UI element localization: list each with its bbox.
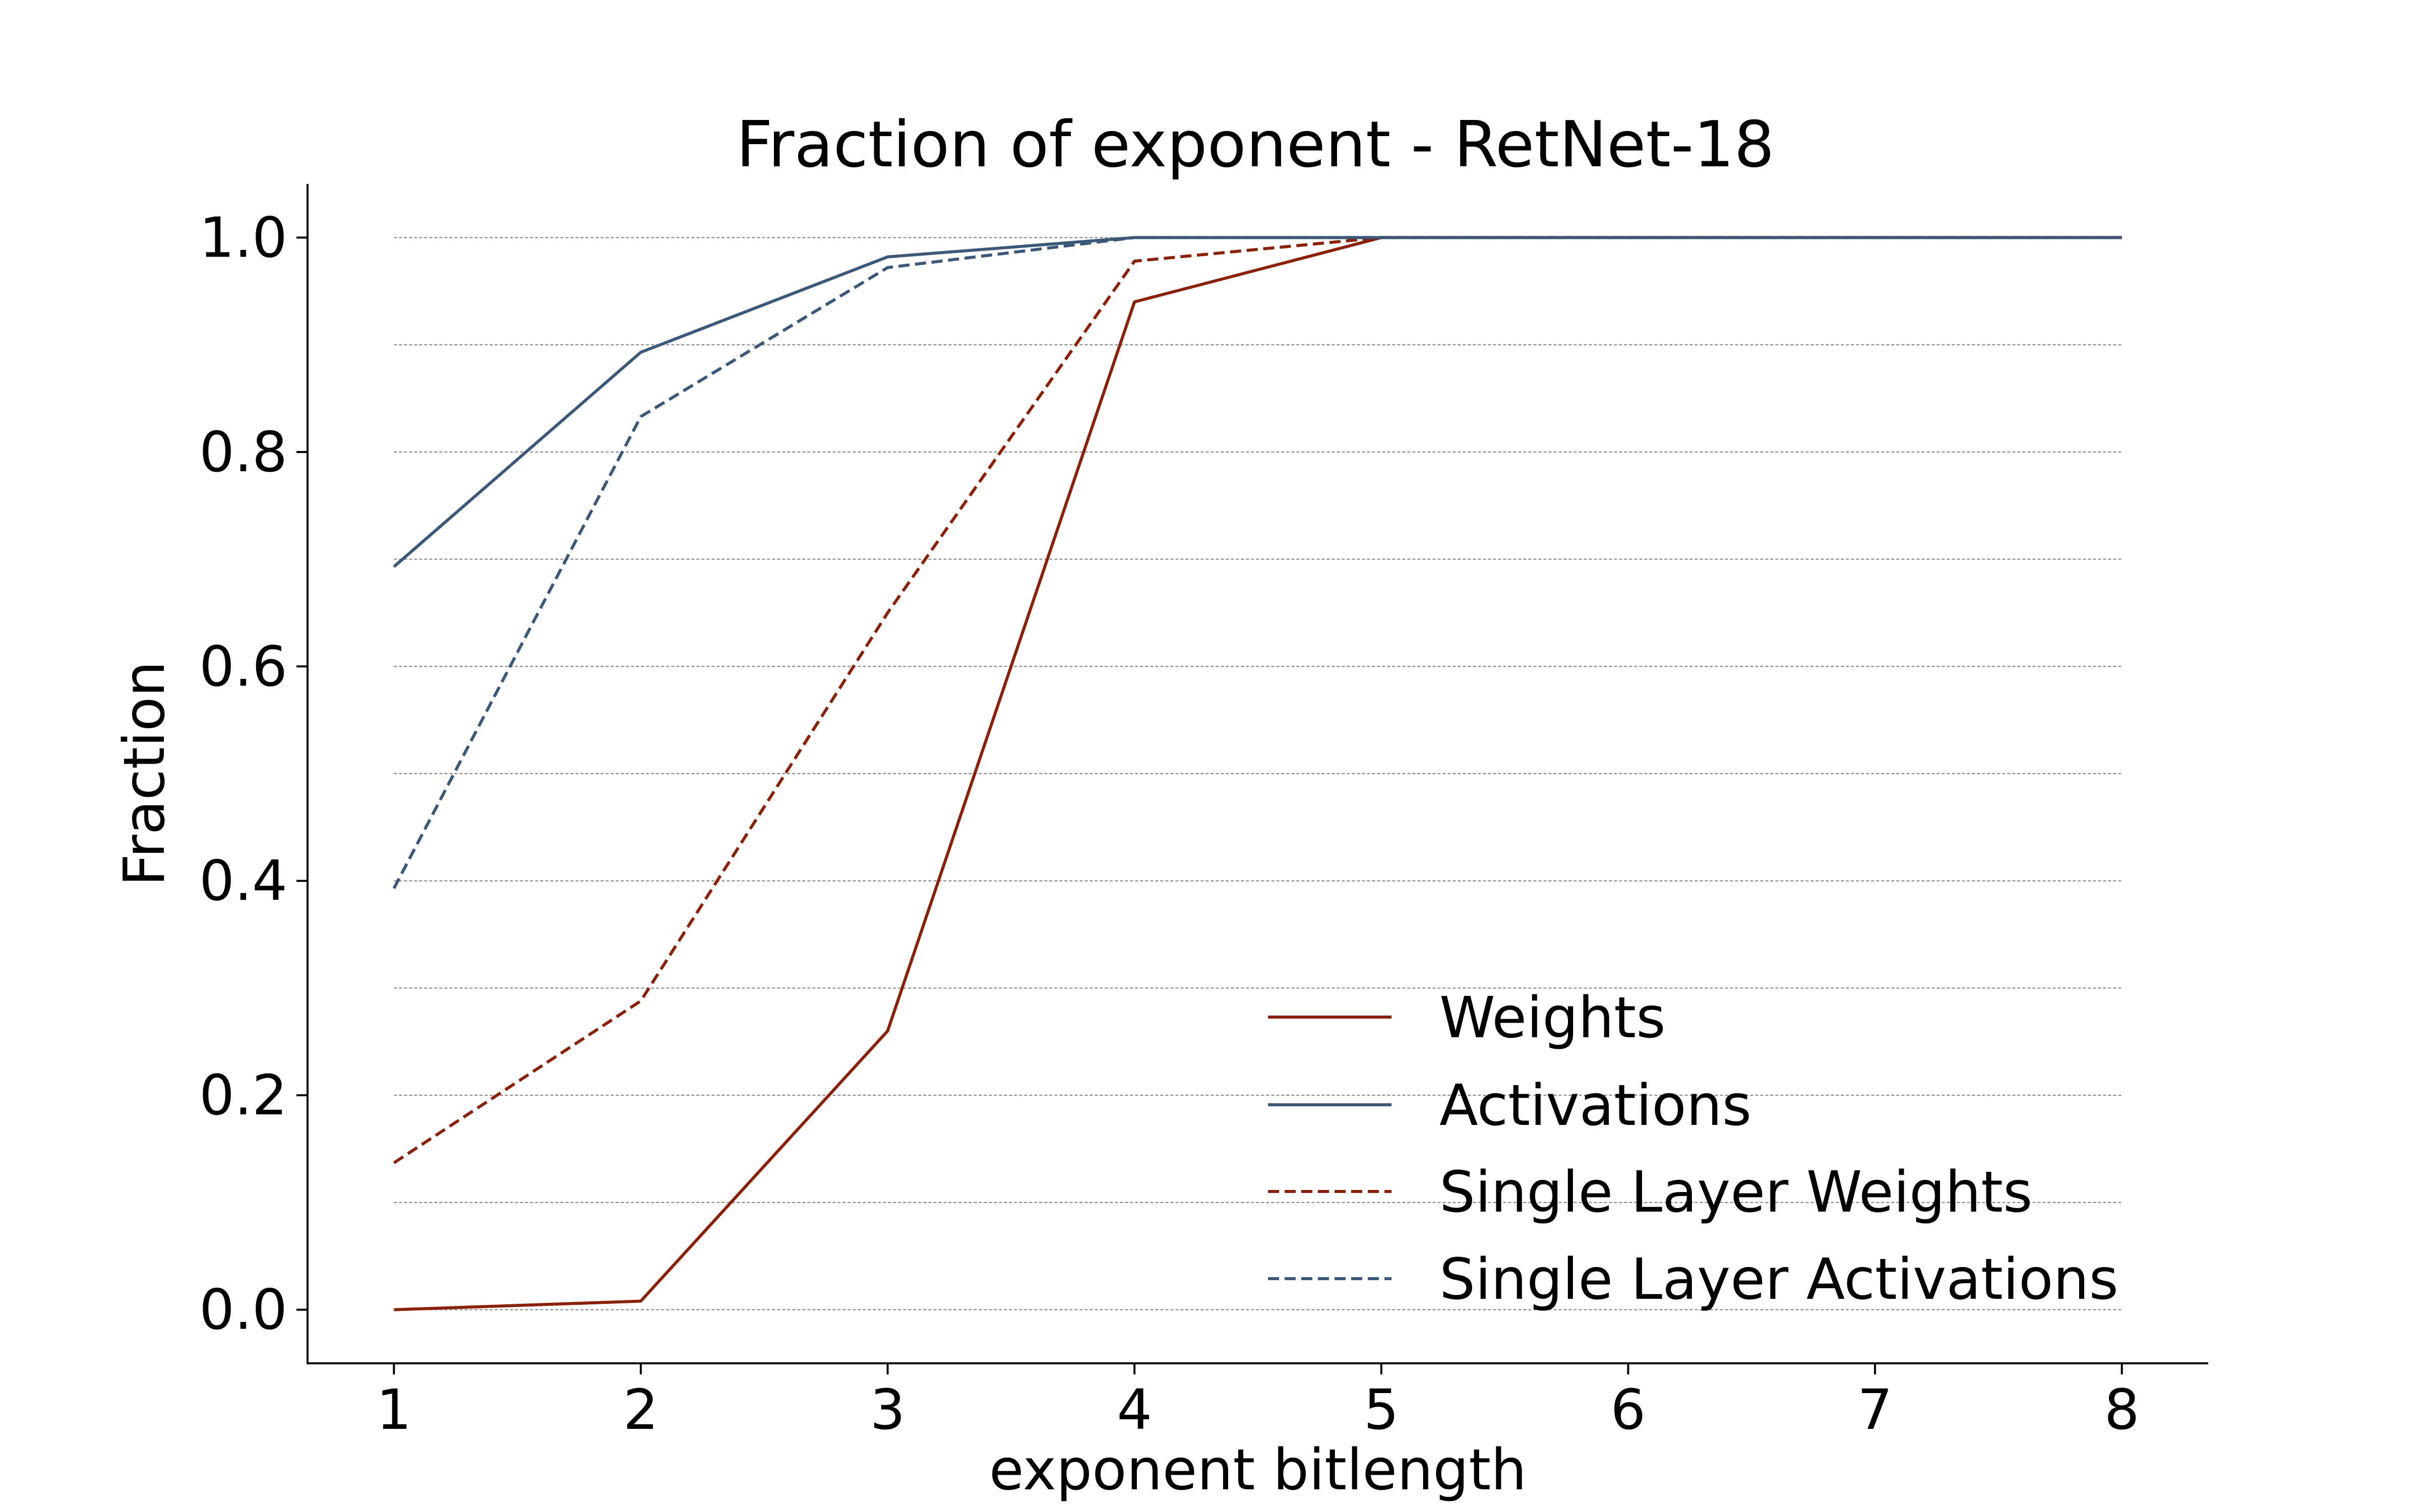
y-axis-ticks: 0.0 0.2 0.4 0.6 0.8 1.0 — [199, 205, 308, 1342]
y-tick-label: 0.8 — [199, 420, 287, 484]
y-tick-label: 0.0 — [199, 1278, 287, 1342]
y-tick-label: 0.6 — [199, 634, 287, 699]
x-tick-label: 8 — [2104, 1377, 2140, 1442]
x-tick-label: 5 — [1364, 1377, 1399, 1442]
legend-label-weights: Weights — [1439, 985, 1666, 1051]
chart-title: Fraction of exponent - RetNet-18 — [736, 107, 1774, 181]
y-axis-label: Fraction — [112, 661, 177, 886]
x-tick-label: 7 — [1857, 1377, 1893, 1442]
series-lines — [392, 236, 2122, 1311]
x-tick-label: 2 — [623, 1377, 658, 1442]
x-tick-label: 4 — [1117, 1377, 1152, 1442]
x-tick-label: 6 — [1610, 1377, 1646, 1442]
legend-label-single-layer-weights: Single Layer Weights — [1439, 1160, 2032, 1225]
series-line-single-layer-weights — [393, 236, 2122, 1164]
legend-label-activations: Activations — [1439, 1073, 1751, 1139]
series-line-activations — [393, 236, 2122, 568]
y-tick-label: 0.2 — [199, 1063, 287, 1127]
legend: Weights Activations Single Layer Weights Si… — [1268, 985, 2119, 1312]
legend-label-single-layer-activations: Single Layer Activations — [1439, 1247, 2119, 1312]
y-tick-label: 1.0 — [199, 205, 287, 270]
x-tick-label: 1 — [376, 1377, 411, 1442]
series-line-single-layer-activations — [392, 236, 2122, 890]
x-axis-ticks: 1 2 3 4 5 6 7 8 — [376, 1363, 2140, 1442]
y-tick-label: 0.4 — [199, 849, 287, 913]
x-tick-label: 3 — [870, 1377, 905, 1442]
gridlines — [394, 237, 2122, 1310]
x-axis-label: exponent bitlength — [989, 1437, 1527, 1503]
